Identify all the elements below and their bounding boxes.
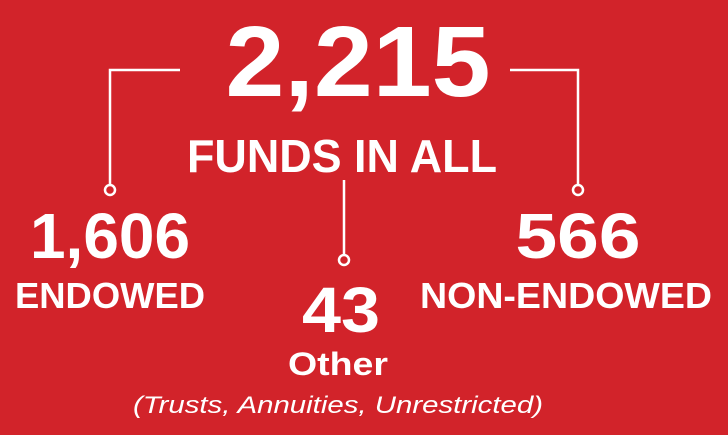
- total-number: 2,215: [226, 6, 491, 118]
- item-number: 43: [302, 274, 380, 346]
- connector-right: [510, 68, 580, 185]
- item-label: NON-ENDOWED: [420, 275, 712, 316]
- item-label: Other: [288, 346, 388, 382]
- connector-dot: [571, 183, 585, 197]
- total-label: FUNDS IN ALL: [187, 130, 497, 182]
- connector-dot: [103, 183, 117, 197]
- item-note: (Trusts, Annuities, Unrestricted): [133, 392, 543, 419]
- connector-dot: [337, 253, 351, 267]
- item-label: ENDOWED: [15, 275, 205, 316]
- connector-left: [108, 68, 180, 185]
- item-number: 566: [516, 200, 641, 272]
- item-number: 1,606: [30, 200, 190, 272]
